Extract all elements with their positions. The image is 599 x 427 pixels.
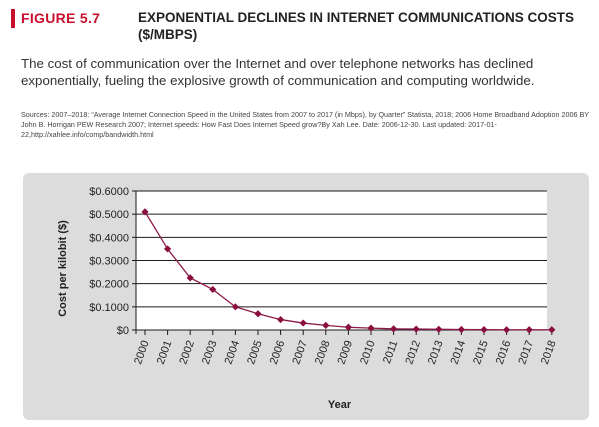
data-point-marker — [344, 323, 352, 331]
x-tick-label: 2016 — [494, 339, 514, 366]
x-tick-label: 2011 — [381, 339, 400, 365]
y-tick-label: $0.2000 — [89, 279, 129, 291]
x-tick-label: 2015 — [471, 339, 491, 366]
data-point-marker — [412, 325, 420, 333]
data-point-marker — [548, 326, 556, 334]
x-tick-label: 2006 — [268, 339, 288, 366]
x-tick-label: 2002 — [177, 339, 197, 366]
y-tick-label: $0.4000 — [89, 232, 129, 244]
data-point-marker — [457, 325, 465, 334]
x-tick-label: 2009 — [336, 339, 356, 366]
x-tick-label: 2008 — [313, 339, 333, 366]
x-tick-label: 2007 — [290, 339, 310, 366]
y-axis-title: Cost per kilobit ($) — [57, 220, 69, 317]
series-cost — [141, 208, 556, 334]
data-point-marker — [254, 310, 262, 318]
y-tick-label: $0.1000 — [89, 302, 129, 314]
data-point-marker — [480, 326, 488, 334]
x-tick-label: 2003 — [200, 339, 220, 366]
data-point-marker — [277, 315, 285, 324]
figure-sources: Sources: 2007–2018: “Average Internet Co… — [21, 110, 589, 139]
x-tick-label: 2018 — [539, 339, 559, 366]
y-tick-label: $0.6000 — [89, 186, 129, 198]
figure-label: FIGURE 5.7 — [11, 9, 100, 28]
data-point-marker — [322, 321, 330, 329]
data-point-marker — [231, 303, 239, 311]
data-point-marker — [503, 326, 511, 334]
gridlines — [132, 190, 547, 331]
y-tick-label: $0.5000 — [89, 209, 129, 221]
x-tick-label: 2012 — [403, 339, 423, 366]
y-tick-label: $0.3000 — [89, 256, 129, 268]
x-tick-label: 2017 — [516, 339, 536, 366]
data-point-marker — [209, 285, 217, 294]
x-tick-label: 2001 — [155, 339, 175, 366]
x-tick-label: 2005 — [245, 339, 265, 366]
x-tick-labels: 2000 2001 2002 2003 2004 2005 2006 2007 2008 2009… — [132, 330, 559, 366]
data-point-marker — [390, 325, 398, 333]
figure-caption: The cost of communication over the Inter… — [21, 56, 535, 88]
figure-title: EXPONENTIAL DECLINES IN INTERNET COMMUNI… — [138, 10, 575, 42]
x-axis-title: Year — [328, 399, 352, 411]
y-tick-label: $0 — [117, 325, 129, 337]
data-point-marker — [525, 326, 533, 334]
data-point-marker — [435, 325, 443, 333]
data-point-marker — [141, 208, 149, 216]
data-point-marker — [367, 324, 375, 332]
x-tick-label: 2014 — [449, 339, 469, 366]
x-tick-label: 2004 — [223, 339, 243, 366]
y-tick-labels: $0 $0.1000 $0.2000 $0.3000 $0.4000 $0.5000 $0.… — [89, 186, 129, 337]
data-point-marker — [299, 319, 307, 327]
x-tick-label: 2010 — [358, 339, 378, 366]
x-tick-label: 2000 — [132, 339, 152, 366]
x-tick-label: 2013 — [426, 339, 446, 366]
data-point-marker — [164, 245, 172, 253]
data-point-marker — [186, 274, 194, 282]
